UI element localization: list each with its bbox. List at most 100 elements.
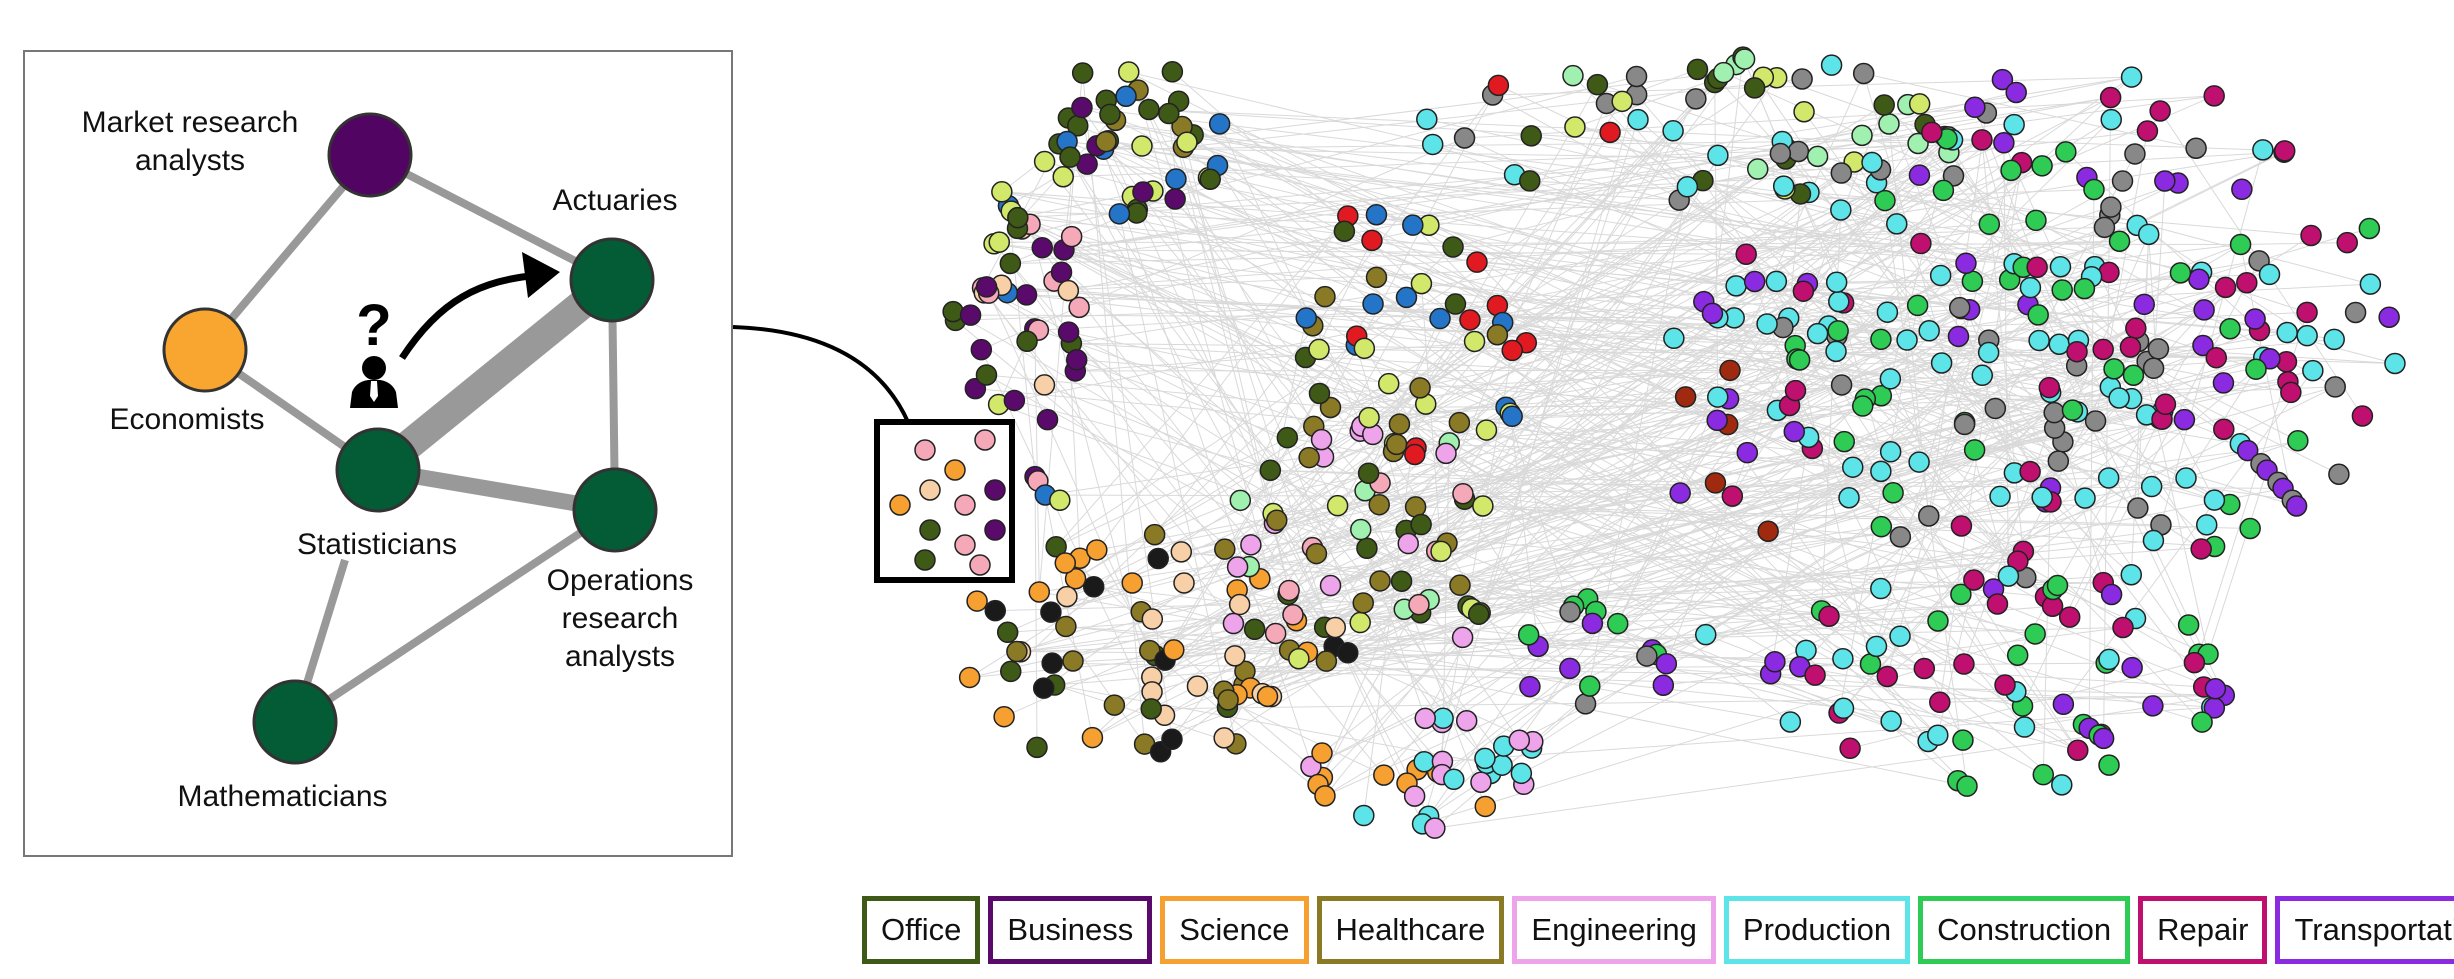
network-node: [2061, 399, 2084, 421]
network-node: [1910, 232, 1932, 255]
network-node: [2122, 364, 2145, 386]
network-edge: [1092, 169, 2012, 739]
network-node: [1016, 330, 1038, 352]
network-edge: [1406, 297, 2079, 751]
network-node: [2052, 693, 2075, 716]
legend-item-repair[interactable]: Repair: [2138, 896, 2268, 964]
network-edge: [1045, 443, 1397, 496]
network-node: [1369, 570, 1391, 592]
network-edge: [1020, 636, 1463, 653]
network-node: [1865, 635, 1888, 658]
network-node: [1276, 426, 1299, 449]
network-edge: [1449, 442, 2079, 751]
network-node: [914, 439, 936, 461]
network-node: [2025, 209, 2047, 232]
legend-item-transportation[interactable]: Transportation: [2275, 896, 2454, 964]
legend-item-business[interactable]: Business: [988, 896, 1153, 964]
network-node: [1733, 48, 1756, 70]
network-node: [2049, 256, 2072, 278]
network-node: [2203, 489, 2226, 511]
network-edge: [1118, 213, 1237, 744]
network-node: [1520, 125, 1542, 147]
network-edge: [1469, 219, 2037, 321]
network-node: [1948, 296, 1971, 319]
network-node: [1487, 74, 1510, 97]
network-node: [1686, 58, 1709, 81]
network-node: [1704, 472, 1727, 494]
network-node: [1861, 151, 1883, 174]
network-edge: [1705, 634, 1776, 663]
network-node: [1143, 523, 1166, 546]
legend-item-healthcare[interactable]: Healthcare: [1316, 896, 1505, 964]
legend-item-engineering[interactable]: Engineering: [1512, 896, 1716, 964]
network-node: [1349, 611, 1371, 634]
network-node: [1599, 121, 1621, 144]
network-edge: [1164, 431, 1795, 661]
label-market-research-analysts: Market research analysts: [60, 104, 320, 180]
network-node: [1140, 698, 1162, 720]
network-node: [1508, 729, 1531, 751]
network-edge: [998, 403, 1929, 742]
network-edge: [1262, 328, 2231, 695]
network-edge: [1799, 666, 2023, 707]
network-node: [1559, 657, 1581, 680]
network-edge: [1939, 162, 2023, 703]
network-node: [1362, 293, 1384, 315]
network-node: [1918, 320, 1940, 342]
network-node: [1783, 420, 1805, 443]
network-node: [1806, 145, 1829, 168]
network-node: [2067, 739, 2089, 761]
network-node: [1878, 113, 1900, 135]
network-edge: [1164, 303, 1374, 661]
network-node: [993, 705, 1015, 728]
network-node: [1772, 175, 1795, 197]
network-node: [1784, 379, 1807, 402]
network-edge: [1075, 151, 1799, 580]
network-node: [1735, 243, 1757, 266]
network-node: [2203, 85, 2225, 107]
network-node: [1519, 170, 1541, 192]
network-node: [1833, 430, 1855, 453]
network-node: [1963, 439, 1986, 461]
network-node: [1288, 647, 1310, 670]
network-node: [1501, 405, 1523, 428]
network-node: [1050, 261, 1073, 284]
network-node: [2154, 170, 2176, 192]
network-node: [1186, 675, 1209, 697]
network-node: [1432, 707, 1454, 730]
network-node: [1081, 726, 1104, 749]
network-node: [1228, 593, 1251, 616]
network-node: [1947, 325, 1970, 348]
network-node: [1989, 485, 2011, 508]
network-node: [1310, 428, 1333, 451]
network-node: [1141, 608, 1164, 630]
network-node: [1062, 650, 1084, 672]
network-node: [2175, 467, 2197, 489]
node-operations-research-analysts: [572, 467, 658, 553]
network-node: [1368, 493, 1390, 516]
network-node: [2358, 217, 2381, 240]
network-node: [1410, 272, 1433, 295]
network-edge: [1071, 342, 2264, 358]
network-node: [1674, 386, 1697, 408]
network-node: [2046, 574, 2069, 597]
network-node: [1636, 645, 1658, 667]
network-edge: [1155, 655, 1326, 797]
legend-item-office[interactable]: Office: [862, 896, 981, 964]
network-node: [1685, 88, 1707, 110]
network-node: [2019, 460, 2041, 483]
network-edge: [1589, 460, 2059, 687]
network-node: [2120, 563, 2143, 586]
network-node: [975, 364, 998, 386]
network-edge: [1448, 153, 1781, 444]
network-node: [1006, 640, 1028, 663]
network-node: [1908, 451, 1930, 473]
network-edge: [955, 273, 2270, 321]
network-node: [1099, 103, 1121, 126]
network-edge: [2072, 234, 2150, 411]
legend-item-construction[interactable]: Construction: [1918, 896, 2131, 964]
legend-item-science[interactable]: Science: [1160, 896, 1309, 964]
network-edge: [1717, 283, 2371, 319]
legend-item-production[interactable]: Production: [1723, 896, 1911, 964]
network-node: [1414, 707, 1436, 730]
